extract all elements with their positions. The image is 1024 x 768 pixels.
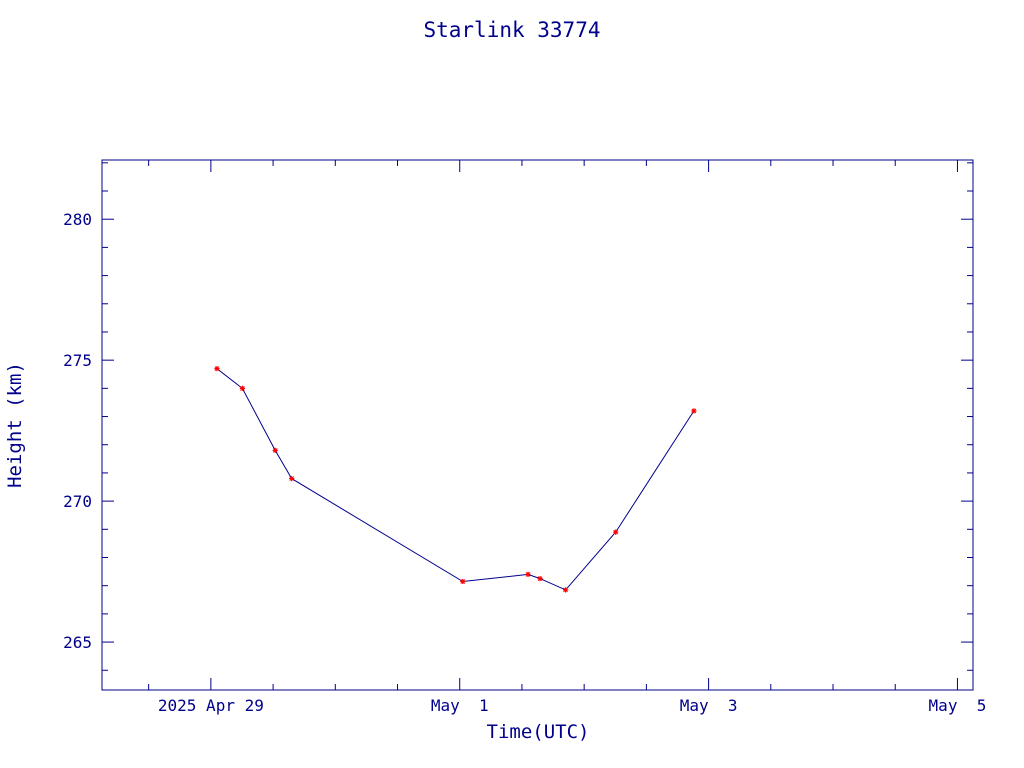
y-tick-label: 275 xyxy=(63,351,92,370)
series-line xyxy=(216,368,695,591)
y-tick-labels: 265 270 275 280 xyxy=(63,210,92,652)
data-point xyxy=(613,529,619,535)
plot-frame xyxy=(101,159,974,691)
x-tick-label: May 3 xyxy=(680,696,738,715)
x-tick-label: May 1 xyxy=(431,696,489,715)
x-axis-label: Time(UTC) xyxy=(487,721,590,743)
x-tick-label: 2025 Apr 29 xyxy=(158,696,264,715)
data-point xyxy=(272,447,278,453)
x-tick-label: May 5 xyxy=(929,696,987,715)
x-tick-labels: 2025 Apr 29 May 1 May 3 May 5 xyxy=(158,696,986,715)
y-tick-label: 270 xyxy=(63,492,92,511)
data-point xyxy=(562,587,569,593)
data-point xyxy=(537,576,543,582)
data-point xyxy=(691,408,697,414)
data-points xyxy=(214,366,697,593)
data-point xyxy=(239,385,246,391)
chart-title: Starlink 33774 xyxy=(423,18,600,42)
data-point xyxy=(214,366,220,372)
y-tick-label: 265 xyxy=(63,633,92,652)
axis-ticks xyxy=(102,160,973,690)
data-point xyxy=(289,475,295,482)
data-point xyxy=(460,578,466,585)
y-tick-label: 280 xyxy=(63,210,92,229)
data-point xyxy=(525,571,531,578)
y-axis-label: Height (km) xyxy=(4,362,26,488)
